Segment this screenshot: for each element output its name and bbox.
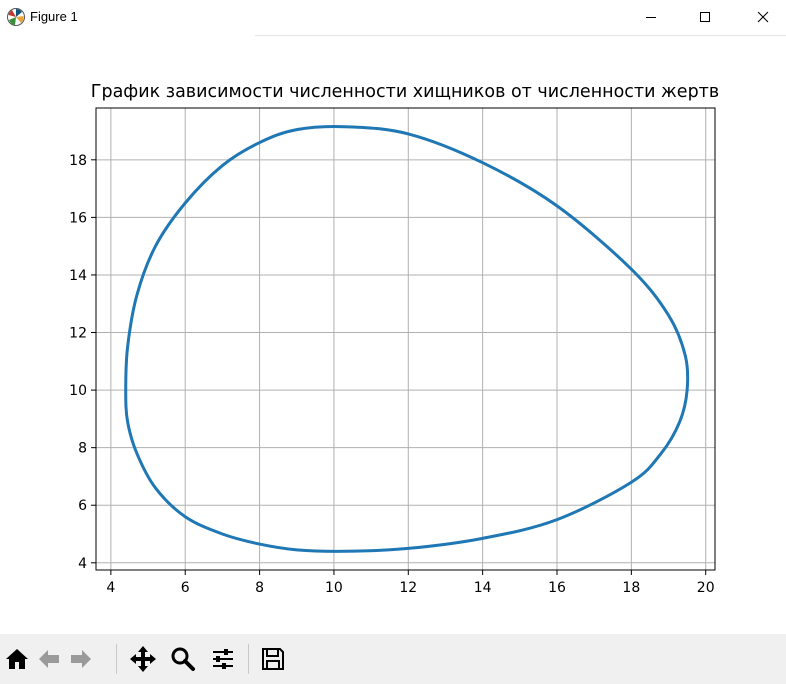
toolbar-separator [248,644,249,674]
plot-frame [95,107,716,571]
x-tick-label: 10 [325,580,343,596]
matplotlib-logo-icon [7,8,25,26]
y-axis: 4 6 8 10 12 14 16 18 [69,153,96,572]
home-icon [6,649,28,669]
y-tick-label: 16 [69,210,87,226]
minimize-icon [646,17,656,18]
save-floppy-icon [262,648,284,670]
zoom-magnifier-icon [171,647,195,671]
forward-arrow-icon [71,650,91,668]
maximize-icon [700,12,710,22]
forward-button[interactable] [66,643,96,675]
titlebar-divider [255,35,786,36]
home-button[interactable] [2,643,32,675]
chart: График зависимости численности хищников … [69,82,719,596]
figure-canvas[interactable]: График зависимости численности хищников … [0,36,786,634]
pan-button[interactable] [128,643,158,675]
y-tick-label: 18 [69,153,87,169]
grid-lines [96,108,715,570]
x-tick-label: 12 [399,580,417,596]
series-layer [124,124,690,553]
chart-title: График зависимости численности хищников … [91,82,719,102]
y-tick-label: 4 [78,556,87,572]
x-tick-label: 8 [255,580,264,596]
minimize-button[interactable] [628,0,674,34]
x-tick-label: 14 [474,580,492,596]
x-axis: 4 6 8 10 12 14 16 18 20 [106,570,715,596]
x-tick-label: 18 [622,580,640,596]
x-tick-label: 20 [697,580,715,596]
toolbar-separator [116,644,117,674]
y-tick-label: 10 [69,383,87,399]
navigation-toolbar [0,634,786,684]
window-title: Figure 1 [30,9,78,24]
x-tick-label: 16 [548,580,566,596]
back-arrow-icon [39,650,59,668]
y-tick-label: 12 [69,326,87,342]
back-button[interactable] [34,643,64,675]
y-tick-label: 8 [78,441,87,457]
save-button[interactable] [258,643,288,675]
y-tick-label: 14 [69,268,87,284]
maximize-button[interactable] [682,0,728,34]
configure-subplots-button[interactable] [208,643,238,675]
close-icon [757,11,769,23]
x-tick-label: 6 [181,580,190,596]
configure-subplots-icon [213,649,233,669]
pan-move-icon [130,646,156,672]
x-tick-label: 4 [106,580,115,596]
series-line [124,124,690,553]
window-titlebar: Figure 1 [0,0,786,34]
y-tick-label: 6 [78,498,87,514]
zoom-button[interactable] [168,643,198,675]
close-button[interactable] [740,0,786,34]
